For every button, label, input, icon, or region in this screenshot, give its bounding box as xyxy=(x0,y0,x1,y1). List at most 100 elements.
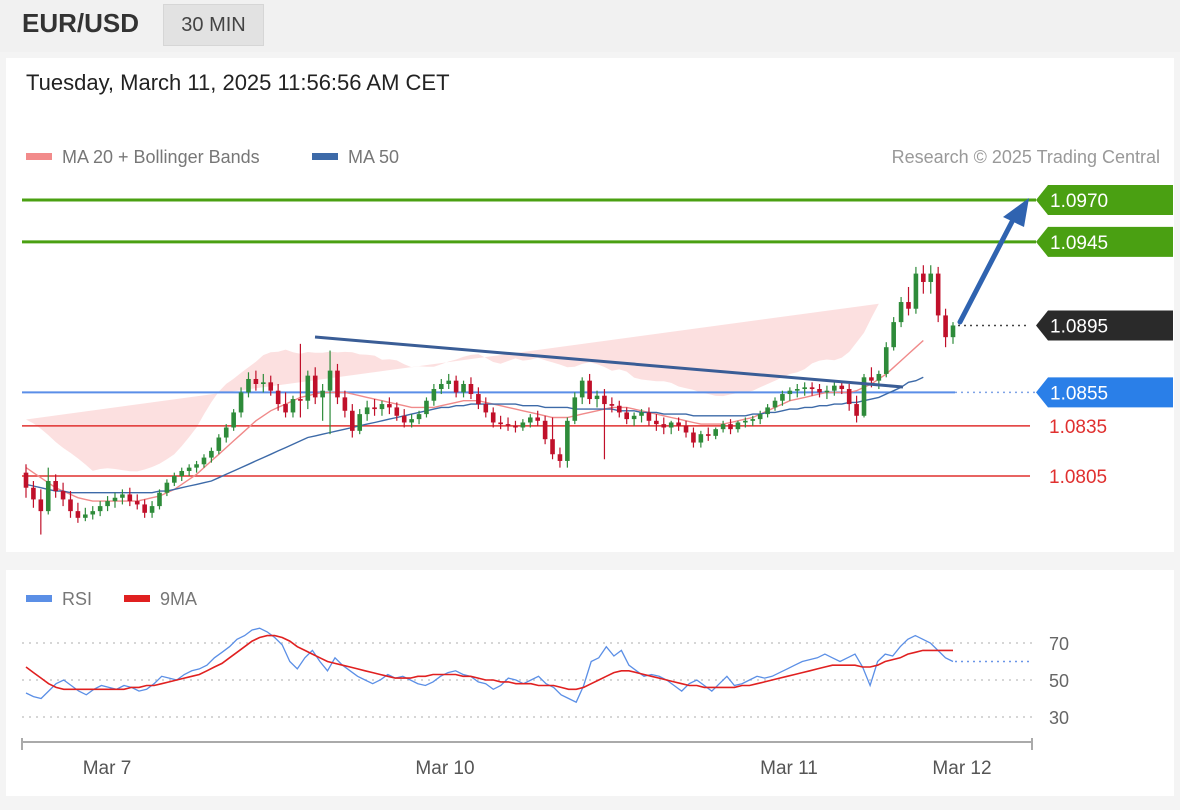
candle-body xyxy=(83,514,88,518)
candle-body xyxy=(364,407,370,415)
candle-body xyxy=(572,397,578,421)
candle-body xyxy=(587,380,592,400)
candle-body xyxy=(594,395,600,400)
candle-body xyxy=(498,422,503,425)
candle-body xyxy=(891,322,896,348)
candle-body xyxy=(668,422,674,428)
candle-body xyxy=(639,412,644,416)
candle-body xyxy=(290,399,296,413)
legend-ma50: MA 50 xyxy=(312,147,399,168)
candle-body xyxy=(698,434,704,443)
candle-body xyxy=(394,407,400,416)
price-tag-1.0945: 1.0945 xyxy=(1036,226,1173,257)
candle-body xyxy=(149,506,155,513)
candle-body xyxy=(105,501,110,507)
candle-body xyxy=(520,422,526,428)
candle-body xyxy=(565,420,570,461)
price-tag-1.0835: 1.0835 xyxy=(1049,417,1107,438)
candle-body xyxy=(223,427,229,438)
legend-9ma: 9MA xyxy=(124,589,197,610)
candle-body xyxy=(438,384,444,390)
candle-body xyxy=(312,375,318,398)
candle-body xyxy=(913,273,919,309)
rsi-tick-label: 50 xyxy=(1049,671,1069,691)
candle-body xyxy=(342,397,348,411)
candle-body xyxy=(387,404,392,408)
candle-body xyxy=(513,425,518,428)
candle-body xyxy=(809,387,815,390)
candle-body xyxy=(238,392,244,413)
projection-arrow-head xyxy=(1003,198,1029,227)
candle-body xyxy=(283,404,288,413)
candle-body xyxy=(38,499,44,512)
candle-body xyxy=(424,400,429,415)
price-tag-text: 1.0970 xyxy=(1050,191,1108,212)
x-axis-label: Mar 10 xyxy=(415,758,474,779)
candle-body xyxy=(861,377,867,416)
x-axis-label: Mar 11 xyxy=(760,758,818,779)
candle-body xyxy=(624,412,629,420)
ma9-swatch xyxy=(124,594,150,602)
legend-rsi-label: RSI xyxy=(62,589,93,609)
candle-body xyxy=(750,419,756,421)
timeframe-badge[interactable]: 30 MIN xyxy=(163,4,264,46)
candle-body xyxy=(45,481,51,512)
price-tag-box xyxy=(1036,310,1173,341)
legend-ma20: MA 20 + Bollinger Bands xyxy=(26,147,260,168)
candle-body xyxy=(691,432,696,443)
candle-body xyxy=(772,400,778,408)
legend-ma50-label: MA 50 xyxy=(348,147,400,167)
trend-line xyxy=(314,335,904,389)
price-tag-1.0855: 1.0855 xyxy=(1036,377,1173,408)
candle-body xyxy=(216,437,222,451)
price-tag-box xyxy=(1036,226,1173,257)
bollinger-band xyxy=(26,303,879,472)
research-credit: Research © 2025 Trading Central xyxy=(891,147,1160,167)
candle-body xyxy=(735,422,741,430)
candle-body xyxy=(379,404,385,410)
candle-body xyxy=(906,302,911,309)
candle-body xyxy=(268,382,274,391)
candle-body xyxy=(616,405,622,413)
price-tag-box xyxy=(1036,377,1173,408)
candle-body xyxy=(787,390,793,395)
legend-rsi: RSI xyxy=(26,589,92,610)
candle-body xyxy=(542,420,548,440)
candle-body xyxy=(446,380,452,384)
candle-body xyxy=(275,390,281,405)
rsi-swatch xyxy=(26,594,52,602)
candle-body xyxy=(401,415,407,423)
candle-body xyxy=(661,424,667,428)
candle-body xyxy=(97,506,103,512)
candle-body xyxy=(357,414,363,431)
candle-body xyxy=(490,412,496,423)
candle-body xyxy=(839,385,845,390)
candle-body xyxy=(535,417,541,421)
candle-body xyxy=(179,470,185,476)
candles-group xyxy=(23,265,956,535)
candle-body xyxy=(550,439,555,455)
candle-body xyxy=(90,511,96,515)
price-tag-text: 1.0945 xyxy=(1050,233,1108,254)
candle-body xyxy=(743,420,748,423)
candle-body xyxy=(676,422,681,426)
price-tag-1.0970: 1.0970 xyxy=(1036,185,1173,215)
candle-body xyxy=(883,347,889,374)
candle-body xyxy=(654,420,659,425)
rsi-line xyxy=(25,627,954,704)
candle-body xyxy=(253,378,259,384)
candle-body xyxy=(557,454,563,461)
candle-body xyxy=(112,497,118,502)
projection-arrow-shaft xyxy=(957,211,1019,325)
candle-body xyxy=(431,389,437,401)
candle-body xyxy=(231,412,236,428)
candle-body xyxy=(817,389,822,393)
candle-body xyxy=(935,273,941,316)
candle-body xyxy=(846,389,852,405)
candle-body xyxy=(720,424,726,430)
candle-body xyxy=(23,472,29,488)
candle-body xyxy=(928,273,934,282)
candle-body xyxy=(246,378,251,393)
price-tag-1.0805: 1.0805 xyxy=(1049,467,1107,488)
candle-body xyxy=(757,414,763,420)
